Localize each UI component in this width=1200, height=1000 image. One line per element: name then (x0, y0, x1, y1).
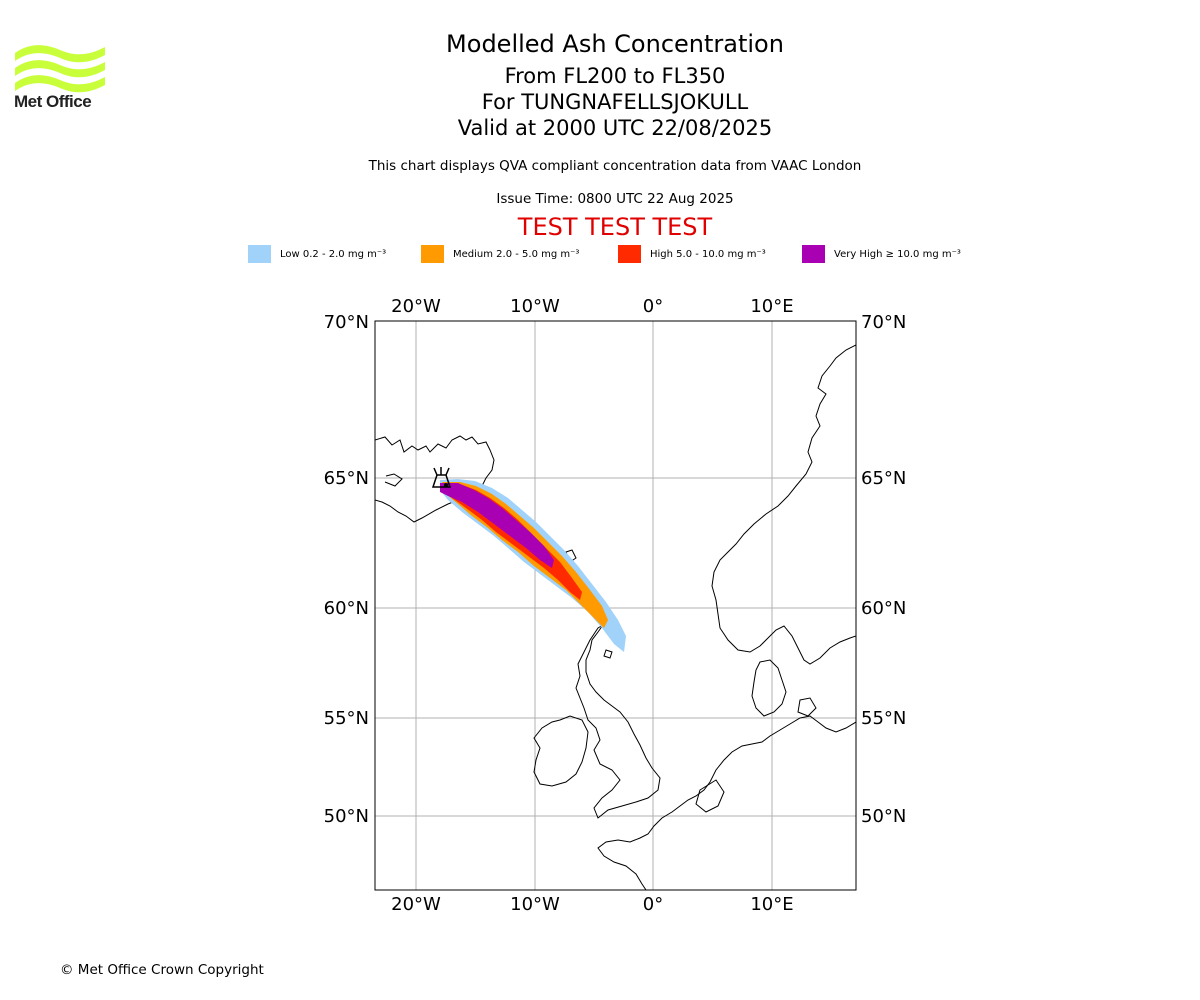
lon-label-bottom-20w: 20°W (391, 894, 441, 915)
volcano-icon (431, 467, 452, 488)
lon-label-bottom-10e: 10°E (750, 894, 793, 915)
volcano-name: For TUNGNAFELLSJOKULL (481, 90, 749, 114)
legend-item-very-high: Very High ≥ 10.0 mg m⁻³ (802, 244, 961, 264)
coastlines (375, 344, 856, 890)
lat-label-right-65n: 65°N (861, 468, 906, 489)
ash-plume (440, 479, 626, 652)
map-frame (374, 320, 857, 891)
lat-label-right-55n: 55°N (861, 708, 906, 729)
legend-swatch-medium (421, 245, 444, 263)
lat-label-left-60n: 60°N (324, 598, 369, 619)
lat-label-right-70n: 70°N (861, 312, 906, 333)
lat-label-left-65n: 65°N (324, 468, 369, 489)
legend-label-low: Low 0.2 - 2.0 mg m⁻³ (280, 248, 387, 260)
legend-swatch-very-high (802, 245, 825, 263)
chart-title: Modelled Ash Concentration (446, 30, 784, 58)
lon-label-bottom-0: 0° (643, 894, 663, 915)
legend-swatch-low (248, 245, 271, 263)
legend-swatch-high (618, 245, 641, 263)
legend-item-high: High 5.0 - 10.0 mg m⁻³ (618, 244, 766, 264)
legend-label-high: High 5.0 - 10.0 mg m⁻³ (650, 248, 766, 260)
logo-text: Met Office (14, 92, 92, 111)
legend-item-medium: Medium 2.0 - 5.0 mg m⁻³ (421, 244, 579, 264)
lat-label-left-55n: 55°N (324, 708, 369, 729)
legend-item-low: Low 0.2 - 2.0 mg m⁻³ (248, 244, 386, 264)
plume-high (442, 484, 582, 600)
copyright-notice: © Met Office Crown Copyright (60, 962, 264, 978)
qva-note: This chart displays QVA compliant concen… (368, 158, 862, 174)
lat-label-right-50n: 50°N (861, 806, 906, 827)
legend-label-medium: Medium 2.0 - 5.0 mg m⁻³ (453, 248, 580, 260)
map-gridlines (375, 321, 856, 890)
lon-label-top-20w: 20°W (391, 296, 441, 317)
lat-label-left-50n: 50°N (324, 806, 369, 827)
valid-time: Valid at 2000 UTC 22/08/2025 (457, 116, 773, 140)
lat-label-right-60n: 60°N (861, 598, 906, 619)
plume-very-high (440, 483, 554, 568)
issue-time: Issue Time: 0800 UTC 22 Aug 2025 (496, 191, 734, 207)
lon-label-top-0: 0° (643, 296, 663, 317)
lon-label-top-10w: 10°W (510, 296, 560, 317)
test-banner: TEST TEST TEST (517, 213, 713, 241)
lon-label-bottom-10w: 10°W (510, 894, 560, 915)
flight-level-range: From FL200 to FL350 (504, 64, 726, 88)
lat-label-left-70n: 70°N (324, 312, 369, 333)
lon-label-top-10e: 10°E (750, 296, 793, 317)
met-office-logo-icon (15, 45, 105, 93)
legend-label-very-high: Very High ≥ 10.0 mg m⁻³ (834, 248, 961, 260)
